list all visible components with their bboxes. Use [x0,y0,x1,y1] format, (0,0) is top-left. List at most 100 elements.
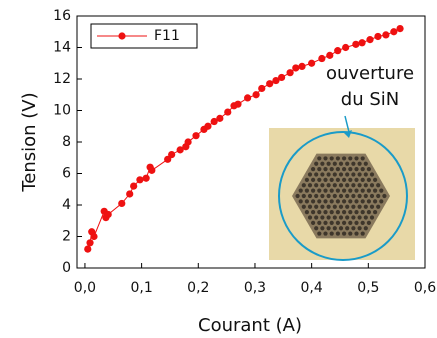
hole [332,204,337,209]
point [210,117,218,126]
hole [376,183,381,188]
point [334,47,342,55]
annotation: ouverture [326,63,414,84]
hole [376,204,381,209]
hole [320,226,325,231]
hole [329,199,334,204]
hole [323,177,328,182]
hole [338,161,344,166]
hole [351,204,356,209]
hole [342,220,347,225]
hole [354,167,359,172]
hole [351,161,356,166]
hole [298,188,303,193]
hole [357,215,362,220]
hole [363,183,368,188]
hole [332,161,337,166]
hole [351,172,356,177]
point [224,108,232,116]
hole [329,188,334,193]
point [104,210,112,219]
y-tick-label: 14 [53,40,71,56]
hole [366,188,371,193]
point [258,84,266,93]
hole [323,220,328,225]
hole [326,161,331,166]
hole [369,215,375,220]
point [136,176,144,184]
hole [335,188,340,193]
hole [317,210,322,215]
hole [304,210,309,215]
y-tick-label: 8 [62,134,71,150]
hole [348,177,353,182]
hole [307,215,313,220]
hole [314,204,319,209]
hole [363,226,368,231]
y-tick-label: 16 [53,8,71,24]
hole [326,226,331,231]
hole [363,172,368,177]
hole [357,204,362,209]
hole [317,167,322,172]
hole [379,188,384,193]
hole [338,193,344,199]
hole [376,193,381,199]
hole [338,172,344,177]
hole-array [292,153,390,239]
hole [363,161,368,166]
hole [320,204,325,209]
annotation: du SiN [341,89,399,110]
point [396,25,404,33]
hole [320,215,325,220]
point [358,39,366,47]
point [142,174,150,182]
hole [329,210,334,215]
hole [323,210,328,215]
hole [345,193,350,199]
point [84,245,92,253]
hole [301,204,306,209]
hole [360,231,365,236]
hole [354,156,359,161]
hole [357,161,362,166]
point [352,40,360,48]
hole [326,215,331,220]
hole [342,199,347,204]
hole [335,210,340,215]
hole [357,193,362,199]
point [234,100,242,108]
hole [317,220,322,225]
hole [348,167,353,172]
point [342,43,350,52]
point [184,138,192,146]
hole [351,183,356,188]
hole [332,193,337,199]
hole [311,188,316,193]
point [308,59,316,67]
hole [342,188,347,193]
x-tick-label: 0,2 [187,280,209,296]
x-tick-label: 0,5 [357,280,379,296]
hole [335,156,340,161]
point [298,62,306,70]
hole [329,231,334,236]
hole [342,231,347,236]
legend-label: F11 [154,28,180,44]
point [243,94,252,102]
y-tick-label: 0 [62,260,71,276]
hole [366,177,371,182]
point [292,64,300,72]
hole [307,193,313,199]
hole [345,204,350,209]
hole [317,199,322,204]
y-tick-label: 6 [62,166,71,182]
hole [345,226,350,231]
hole [354,199,359,204]
hole [332,172,337,177]
hole [335,177,340,182]
hole [342,167,347,172]
hole [320,183,325,188]
x-tick-label: 0,0 [74,280,96,296]
hole [307,183,313,188]
